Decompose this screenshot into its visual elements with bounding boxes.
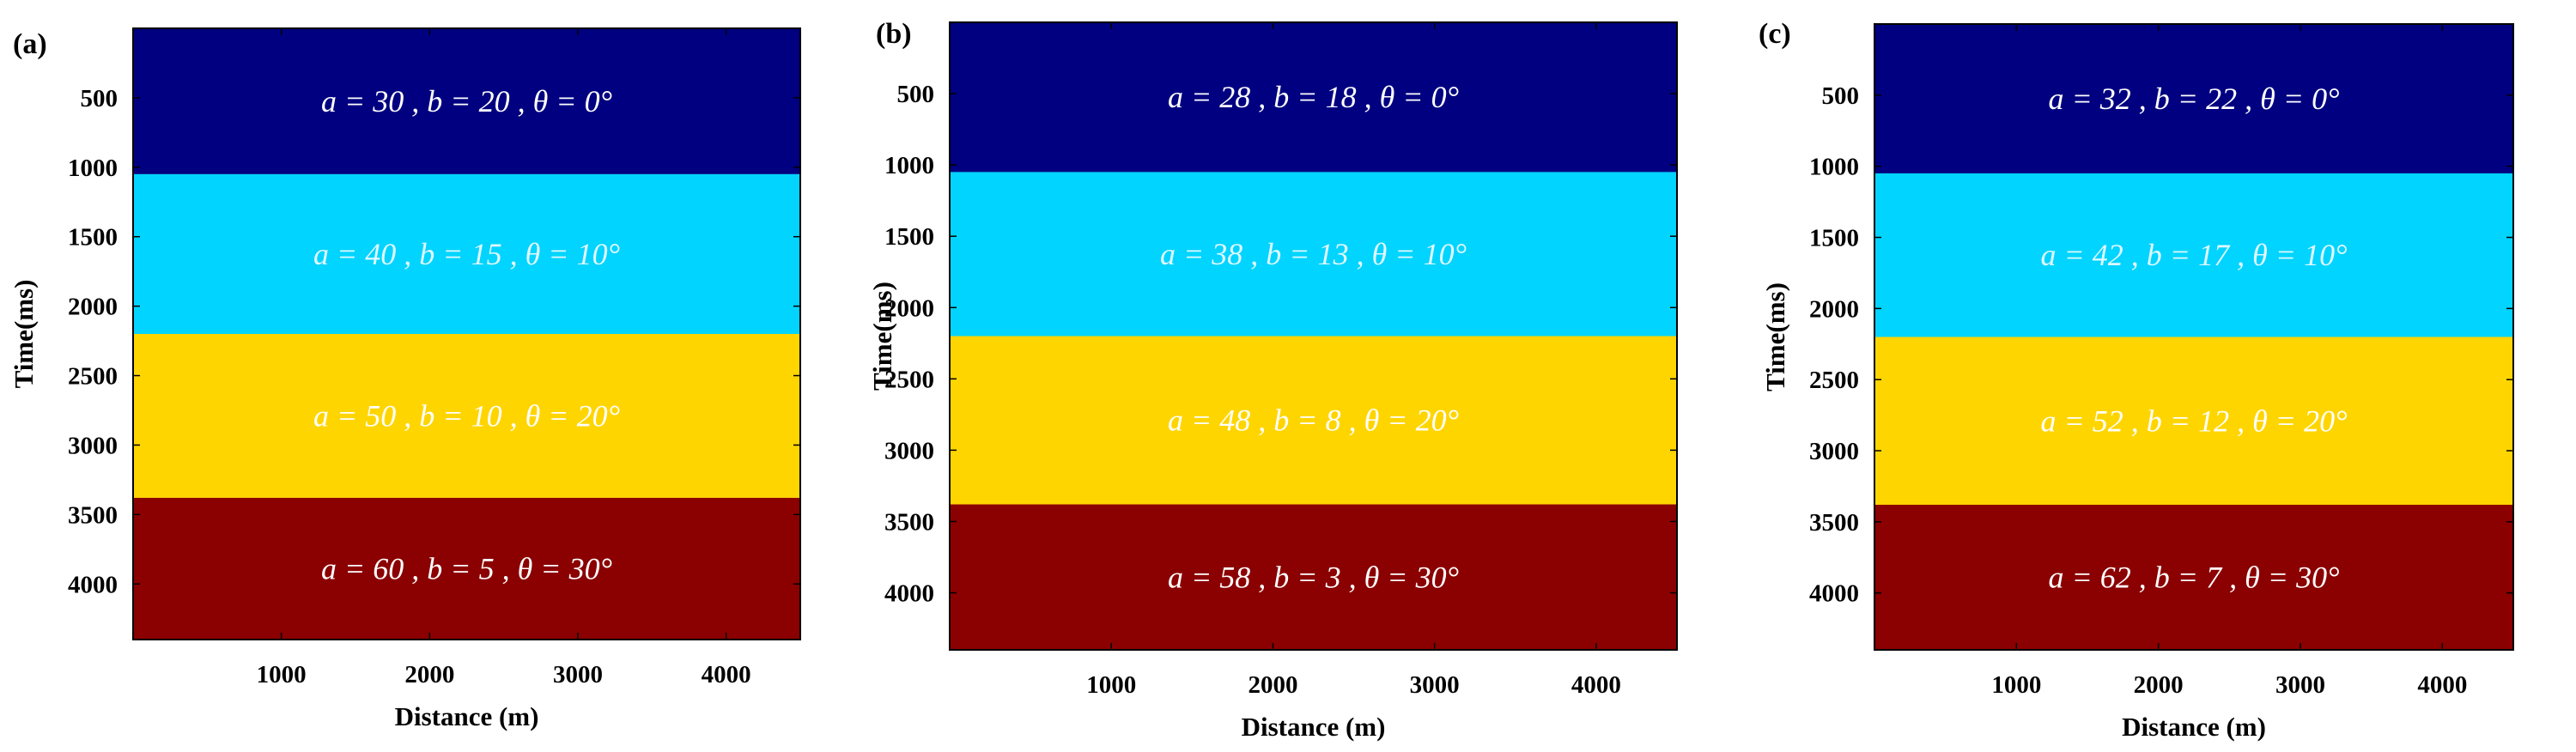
y-tick-label: 1000 <box>1809 154 1859 181</box>
x-axis-title: Distance (m) <box>1242 712 1386 742</box>
y-tick-label: 3000 <box>1809 438 1859 465</box>
x-tick-label: 4000 <box>702 661 751 688</box>
y-tick-label: 3000 <box>884 437 934 464</box>
layer-1-params: a = 28 , b = 18 , θ = 0° <box>1168 80 1459 114</box>
layer-4-band <box>1874 505 2513 650</box>
y-tick-label: 2000 <box>68 294 118 321</box>
y-tick-label: 500 <box>897 81 935 108</box>
layer-1-params: a = 32 , b = 22 , θ = 0° <box>2049 82 2340 116</box>
layer-4-params: a = 62 , b = 7 , θ = 30° <box>2049 561 2340 595</box>
layer-3-band <box>133 334 800 498</box>
panel-label: (a) <box>13 28 47 60</box>
layer-4-band <box>133 497 800 640</box>
x-tick-label: 4000 <box>1571 671 1621 699</box>
y-tick-label: 2000 <box>1809 295 1859 323</box>
plot-frame <box>1874 23 2514 651</box>
x-tick-label: 1000 <box>1086 671 1136 699</box>
x-tick-label: 4000 <box>2417 671 2467 699</box>
panel-a: a = 30 , b = 20 , θ = 0° a = 40 , b = 15 … <box>9 27 801 731</box>
y-tick-label: 4000 <box>884 580 934 608</box>
x-axis-title: Distance (m) <box>2122 712 2266 742</box>
plot-frame <box>132 27 801 640</box>
x-tick-label: 2000 <box>1248 671 1297 699</box>
y-tick-label: 3500 <box>68 501 118 529</box>
plot-frame <box>949 21 1678 651</box>
x-tick-label: 3000 <box>553 661 603 688</box>
x-tick-label: 3000 <box>1410 671 1460 699</box>
y-axis-title: Time(ms) <box>9 280 39 389</box>
layer-1-params: a = 30 , b = 20 , θ = 0° <box>321 84 612 118</box>
y-tick-label: 500 <box>1822 82 1860 110</box>
y-tick-label: 3500 <box>884 508 934 536</box>
layer-3-params: a = 50 , b = 10 , θ = 20° <box>313 398 620 433</box>
x-axis-title: Distance (m) <box>395 701 539 731</box>
layer-2-params: a = 38 , b = 13 , θ = 10° <box>1160 237 1467 271</box>
layer-2-params: a = 40 , b = 15 , θ = 10° <box>313 237 620 271</box>
layer-2-band <box>133 173 800 334</box>
y-tick-label: 3000 <box>68 432 118 459</box>
y-tick-label: 1500 <box>1809 225 1859 252</box>
y-axis-title: Time(ms) <box>867 282 897 391</box>
layer-1-band <box>950 22 1677 173</box>
x-tick-label: 1000 <box>1991 671 2041 699</box>
layer-4-params: a = 60 , b = 5 , θ = 30° <box>321 551 612 585</box>
y-tick-label: 2500 <box>884 366 934 393</box>
y-tick-label: 4000 <box>68 571 118 598</box>
panel-c: a = 32 , b = 22 , θ = 0° a = 42 , b = 17 … <box>1759 18 2514 742</box>
y-tick-label: 1000 <box>68 155 118 182</box>
layer-1-band <box>1874 24 2513 173</box>
y-tick-label: 3500 <box>1809 509 1859 537</box>
x-tick-label: 3000 <box>2275 671 2325 699</box>
x-tick-label: 1000 <box>257 661 307 688</box>
y-tick-label: 500 <box>81 85 118 112</box>
layer-2-band <box>1874 173 2513 337</box>
y-tick-label: 4000 <box>1809 580 1859 608</box>
y-tick-label: 2500 <box>68 363 118 391</box>
layer-3-band <box>950 336 1677 505</box>
layer-3-params: a = 48 , b = 8 , θ = 20° <box>1168 403 1459 438</box>
y-axis-title: Time(ms) <box>1760 282 1790 391</box>
panel-label: (b) <box>876 18 912 50</box>
layer-3-params: a = 52 , b = 12 , θ = 20° <box>2041 403 2348 438</box>
panel-b: a = 28 , b = 18 , θ = 0° a = 38 , b = 13 … <box>867 18 1678 742</box>
layer-3-band <box>1874 337 2513 506</box>
y-tick-label: 1500 <box>884 223 934 251</box>
y-tick-label: 2000 <box>884 294 934 322</box>
y-tick-label: 1000 <box>884 152 934 179</box>
x-tick-label: 2000 <box>404 661 454 688</box>
y-tick-label: 2500 <box>1809 367 1859 394</box>
layer-2-params: a = 42 , b = 17 , θ = 10° <box>2041 238 2348 272</box>
layer-4-params: a = 58 , b = 3 , θ = 30° <box>1168 560 1459 594</box>
panel-label: (c) <box>1759 18 1791 50</box>
x-tick-label: 2000 <box>2134 671 2184 699</box>
y-tick-label: 1500 <box>68 224 118 252</box>
layer-2-band <box>950 172 1677 337</box>
layer-1-band <box>133 28 800 174</box>
layer-4-band <box>950 504 1677 650</box>
